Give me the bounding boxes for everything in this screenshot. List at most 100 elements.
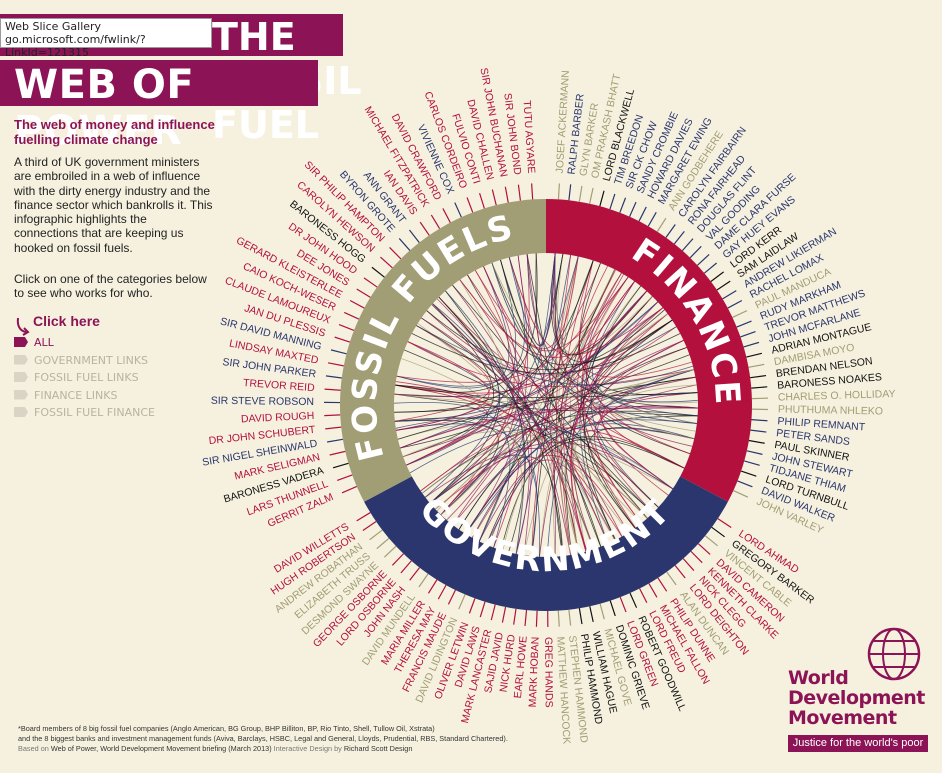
footnote: *Board members of 8 big fossil fuel comp… — [18, 724, 538, 754]
fossil-fuels-segment[interactable] — [339, 199, 546, 502]
category-government-links[interactable]: GOVERNMENT LINKS — [14, 354, 148, 368]
logo-name: World Development Movement — [788, 668, 925, 728]
name-tick — [327, 438, 343, 443]
name-tick — [334, 336, 351, 343]
name-tick — [751, 419, 768, 422]
name-tick — [674, 565, 686, 579]
name-tick — [454, 202, 462, 218]
connection-line — [502, 369, 694, 551]
name-tick — [609, 193, 616, 210]
name-tick — [717, 518, 732, 528]
name-tick — [479, 601, 486, 618]
name-tick — [337, 474, 353, 481]
name-tick — [704, 535, 718, 547]
government-name[interactable]: GREG HANDS — [542, 637, 555, 708]
category-fossil-fuel-links[interactable]: FOSSIL FUEL LINKS — [14, 371, 139, 385]
connection-line — [475, 256, 579, 350]
name-tick — [389, 247, 402, 260]
connection-line — [465, 392, 698, 535]
name-tick — [599, 603, 605, 620]
connection-line — [394, 301, 658, 422]
connection-line — [445, 290, 525, 555]
name-tick — [535, 610, 538, 627]
name-tick — [341, 485, 358, 494]
connection-line — [452, 340, 684, 526]
designer-link[interactable]: Richard Scott Design — [343, 744, 413, 753]
connection-line — [394, 325, 491, 422]
name-tick — [750, 429, 767, 433]
connection-line — [560, 260, 594, 556]
connection-line — [563, 276, 629, 552]
intro-text: A third of UK government ministers are e… — [14, 155, 213, 255]
globe-icon — [867, 627, 921, 681]
connection-line — [416, 325, 694, 386]
government-name[interactable]: EARL HOWE — [512, 635, 530, 698]
name-tick — [744, 460, 760, 466]
connection-line — [406, 253, 564, 466]
category-label: FOSSIL FUEL LINKS — [34, 371, 139, 384]
name-tick — [716, 280, 731, 291]
name-tick — [325, 375, 342, 379]
name-tick — [468, 598, 476, 614]
connection-line — [426, 309, 665, 371]
connection-line — [554, 253, 647, 356]
name-tick — [746, 450, 763, 455]
name-tick — [666, 571, 677, 586]
name-tick — [419, 221, 430, 236]
fossil-name[interactable]: TUTU AGYARE — [520, 100, 537, 174]
government-segment[interactable] — [364, 476, 728, 611]
connection-line — [411, 333, 681, 375]
connection-line — [394, 419, 499, 516]
name-tick — [629, 592, 638, 608]
connection-line — [432, 303, 623, 537]
name-tick — [517, 184, 522, 201]
connection-line — [395, 384, 623, 537]
connection-line — [406, 274, 624, 466]
category-flag-icon — [14, 337, 28, 347]
name-tick — [376, 537, 390, 550]
connection-line — [400, 407, 698, 449]
name-tick — [743, 341, 760, 348]
government-name[interactable]: MARK HOBAN — [527, 637, 542, 708]
name-tick — [748, 439, 765, 444]
category-flag-icon — [14, 354, 28, 365]
connection-line — [582, 285, 642, 529]
finance-name[interactable]: CHARLES O. HOLLIDAY — [778, 388, 896, 404]
name-tick — [690, 550, 703, 564]
name-tick — [557, 610, 560, 627]
connection-line — [526, 254, 556, 557]
category-fossil-fuel-finance[interactable]: FOSSIL FUEL FINANCE — [14, 406, 155, 420]
connection-lines — [393, 253, 699, 558]
connection-line — [586, 281, 685, 469]
category-flag-icon — [14, 407, 28, 417]
connection-line — [526, 254, 602, 547]
category-finance-links[interactable]: FINANCE LINKS — [14, 389, 117, 403]
logo-name-line1: World — [788, 667, 849, 689]
name-tick — [427, 579, 438, 594]
name-tick — [479, 192, 485, 209]
connection-line — [570, 307, 664, 552]
fossil-name[interactable]: TREVOR REID — [243, 377, 316, 394]
name-tick — [332, 462, 349, 469]
fossil-name[interactable]: DAVID ROUGH — [241, 410, 315, 425]
finance-name[interactable]: PHUTHUMA NHLEKO — [778, 403, 883, 417]
name-tick — [327, 362, 344, 367]
name-tick — [491, 189, 497, 206]
connection-line — [465, 419, 697, 535]
name-tick — [568, 609, 572, 626]
connection-line — [531, 254, 571, 557]
logo-name-line2: Development — [788, 687, 925, 709]
instructions-text: Click on one of the categories below to … — [14, 272, 207, 301]
finance-segment[interactable] — [546, 199, 752, 502]
category-all[interactable]: ALL — [14, 336, 54, 350]
wdm-logo[interactable]: World Development Movement Justice for t… — [788, 624, 938, 754]
fossil-name[interactable]: SIR STEVE ROBSON — [211, 395, 314, 408]
logo-name-line3: Movement — [788, 707, 897, 729]
category-label: ALL — [34, 336, 54, 349]
name-tick — [557, 183, 561, 200]
name-tick — [750, 374, 767, 379]
connection-line — [508, 253, 556, 346]
connection-line — [400, 406, 698, 449]
connection-line — [452, 284, 572, 556]
name-tick — [727, 299, 743, 309]
